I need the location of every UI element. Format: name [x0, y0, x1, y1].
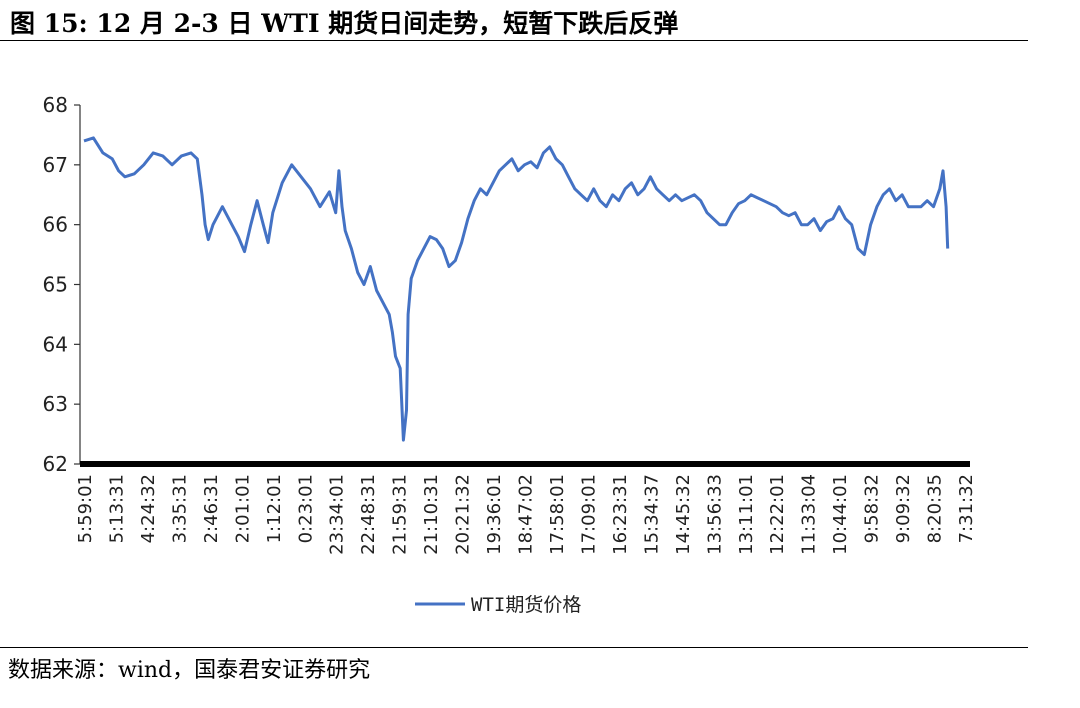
- x-tick-label: 13:11:01: [736, 474, 757, 555]
- x-axis: 5:59:01 5:13:31 4:24:32 3:35:31 2:46:31 2:01:…: [75, 461, 977, 555]
- x-tick-label: 10:44:01: [830, 474, 851, 555]
- x-tick-label: 5:13:31: [106, 474, 127, 543]
- y-tick-label: 66: [43, 213, 68, 237]
- x-tick-label: 11:33:04: [799, 474, 820, 555]
- y-tick-label: 67: [43, 153, 68, 177]
- title-rule: [0, 40, 1028, 41]
- x-tick-label: 0:23:01: [295, 474, 316, 543]
- y-tick-label: 68: [43, 93, 68, 117]
- x-tick-label: 9:58:32: [862, 474, 883, 543]
- series-line-wti: [83, 136, 950, 442]
- x-tick-label: 5:59:01: [75, 474, 96, 543]
- x-tick-label: 2:46:31: [201, 474, 222, 543]
- x-tick-label: 17:09:01: [578, 474, 599, 555]
- y-tick-label: 62: [43, 452, 68, 476]
- x-tick-label: 20:21:32: [453, 474, 474, 555]
- series-group: [83, 136, 950, 442]
- x-tick-label: 9:09:32: [893, 474, 914, 543]
- y-tick-label: 63: [43, 392, 68, 416]
- x-tick-label: 21:59:31: [390, 474, 411, 555]
- x-tick-label: 15:34:37: [641, 474, 662, 555]
- source-rule: [0, 647, 1028, 648]
- x-tick-label: 14:45:32: [673, 474, 694, 555]
- y-tick-label: 64: [43, 332, 68, 356]
- x-tick-label: 12:22:01: [767, 474, 788, 555]
- x-tick-label: 3:35:31: [169, 474, 190, 543]
- y-tick-label: 65: [43, 273, 68, 297]
- figure-title: 图 15: 12 月 2-3 日 WTI 期货日间走势，短暂下跌后反弹: [10, 9, 679, 38]
- x-tick-label: 21:10:31: [421, 474, 442, 555]
- x-tick-label: 8:20:35: [925, 474, 946, 543]
- x-tick-label: 4:24:32: [138, 474, 159, 543]
- x-tick-label: 17:58:01: [547, 474, 568, 555]
- x-tick-label: 19:36:01: [484, 474, 505, 555]
- legend-label: WTI期货价格: [471, 594, 581, 616]
- x-tick-label: 22:48:31: [358, 474, 379, 555]
- figure-source: 数据来源：wind，国泰君安证券研究: [8, 658, 371, 683]
- x-tick-label: 7:31:32: [956, 474, 977, 543]
- y-axis: 62 63 64 65 66 67 68: [43, 93, 81, 476]
- x-tick-label: 23:34:01: [327, 474, 348, 555]
- x-tick-label: 18:47:02: [516, 474, 537, 555]
- x-tick-label: 1:12:01: [264, 474, 285, 543]
- legend: WTI期货价格: [415, 594, 581, 616]
- x-tick-label: 2:01:01: [232, 474, 253, 543]
- x-tick-label: 13:56:33: [704, 474, 725, 555]
- x-tick-label: 16:23:31: [610, 474, 631, 555]
